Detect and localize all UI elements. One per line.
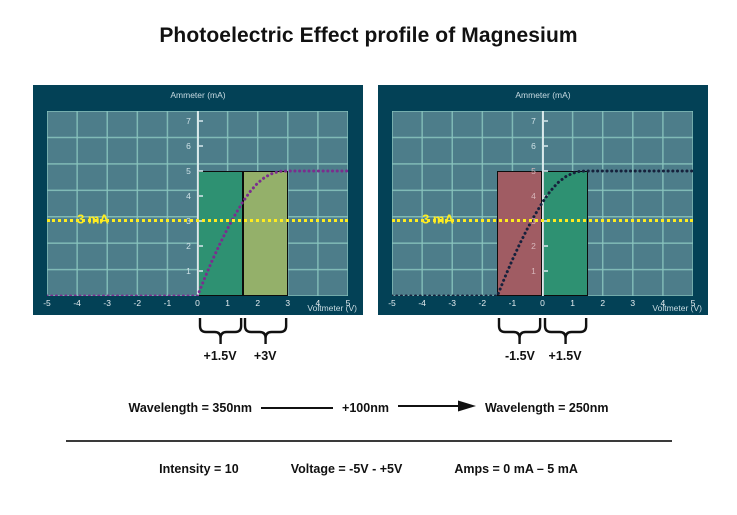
y-tick-label: 1 <box>531 266 536 276</box>
y-tick-label: 4 <box>186 191 191 201</box>
y-tick-label: 7 <box>531 116 536 126</box>
y-tick-label: 5 <box>186 166 191 176</box>
x-tick-label: -3 <box>103 298 111 308</box>
x-axis-ticks-left: -5 -4 -3 -2 -1 0 1 2 3 4 5 <box>43 298 351 312</box>
y-tick-mark <box>198 270 203 272</box>
y-tick-mark <box>543 120 548 122</box>
y-axis-line <box>196 111 199 296</box>
y-tick-label: 2 <box>531 241 536 251</box>
photocurrent-curve <box>392 169 693 296</box>
y-axis-line <box>541 111 544 296</box>
x-axis-title-right: Voltmeter (V) <box>652 303 702 313</box>
footer-divider <box>66 440 672 442</box>
y-tick-mark <box>543 170 548 172</box>
x-tick-label: 3 <box>285 298 291 308</box>
y-tick-label: 6 <box>531 141 536 151</box>
footer-amps: Amps = 0 mA – 5 mA <box>454 462 578 476</box>
photocurrent-curve <box>47 169 348 296</box>
wavelength-transition-row: Wavelength = 350nm +100nm Wavelength = 2… <box>0 400 737 415</box>
x-tick-label: -4 <box>73 298 81 308</box>
y-tick-mark <box>543 270 548 272</box>
wavelength-delta: +100nm <box>342 400 389 415</box>
footer-row: Intensity = 10 Voltage = -5V - +5V Amps … <box>0 462 737 476</box>
x-tick-label: 1 <box>225 298 230 308</box>
y-tick-mark <box>198 170 203 172</box>
x-tick-label: 4 <box>315 298 321 308</box>
three-ma-line <box>47 218 348 222</box>
x-axis-title-left: Voltmeter (V) <box>307 303 357 313</box>
y-axis-title-right: Ammeter (mA) <box>515 90 571 100</box>
x-tick-label: -1 <box>508 298 517 308</box>
range-brace <box>498 318 542 344</box>
y-tick-label: 5 <box>531 166 536 176</box>
three-ma-line <box>392 218 693 222</box>
y-tick-mark <box>198 120 203 122</box>
y-tick-mark <box>198 245 203 247</box>
wavelength-before: Wavelength = 350nm <box>128 400 253 415</box>
x-tick-label: 2 <box>600 298 606 308</box>
x-tick-label: -2 <box>133 298 142 308</box>
footer-intensity: Intensity = 10 <box>159 462 239 476</box>
x-axis-ticks-right: -5 -4 -3 -2 -1 0 1 2 3 4 5 <box>388 298 696 312</box>
y-axis-title-left: Ammeter (mA) <box>170 90 226 100</box>
x-tick-label: -3 <box>448 298 456 308</box>
x-tick-label: 2 <box>255 298 261 308</box>
x-tick-label: -5 <box>388 298 396 308</box>
x-tick-label: -4 <box>418 298 426 308</box>
brace-label: +1.5V <box>203 349 237 363</box>
y-tick-mark <box>543 245 548 247</box>
y-tick-label: 4 <box>531 191 536 201</box>
y-tick-label: 2 <box>186 241 191 251</box>
x-tick-label: 0 <box>540 298 545 308</box>
x-tick-label: 4 <box>660 298 666 308</box>
x-tick-label: 1 <box>570 298 575 308</box>
x-tick-label: -1 <box>163 298 172 308</box>
y-tick-label: 6 <box>186 141 191 151</box>
x-tick-label: 5 <box>345 298 351 308</box>
footer-voltage: Voltage = -5V - +5V <box>290 462 403 476</box>
y-tick-label: 7 <box>186 116 191 126</box>
arrow-right-icon <box>397 400 476 415</box>
three-ma-label: 3 mA <box>422 211 454 226</box>
y-tick-label: 1 <box>186 266 191 276</box>
chart-panel-left: Ammeter (mA) 1 2 3 4 5 6 7 3 mA -5 -4 -3 -2 -1 0 1 2 3 4… <box>33 85 363 315</box>
y-tick-mark <box>198 145 203 147</box>
y-tick-mark <box>543 145 548 147</box>
range-brace <box>243 318 287 344</box>
y-tick-mark <box>198 195 203 197</box>
x-tick-label: 0 <box>195 298 200 308</box>
x-tick-label: -2 <box>478 298 487 308</box>
page-title: Photoelectric Effect profile of Magnesiu… <box>159 24 578 47</box>
transition-rule-icon <box>261 406 334 409</box>
x-tick-label: 5 <box>690 298 696 308</box>
x-tick-label: 3 <box>630 298 636 308</box>
x-tick-label: -5 <box>43 298 51 308</box>
range-brace <box>543 318 587 344</box>
brace-label: +1.5V <box>548 349 582 363</box>
chart-panel-right: Ammeter (mA) 1 2 3 4 5 6 7 3 mA -5 -4 -3 -2 -1 0 1 2 3 4… <box>378 85 708 315</box>
brace-label: +3V <box>253 349 277 363</box>
wavelength-after: Wavelength = 250nm <box>484 400 609 415</box>
range-brace <box>198 318 242 344</box>
three-ma-label: 3 mA <box>77 211 109 226</box>
brace-label: -1.5V <box>504 349 535 363</box>
